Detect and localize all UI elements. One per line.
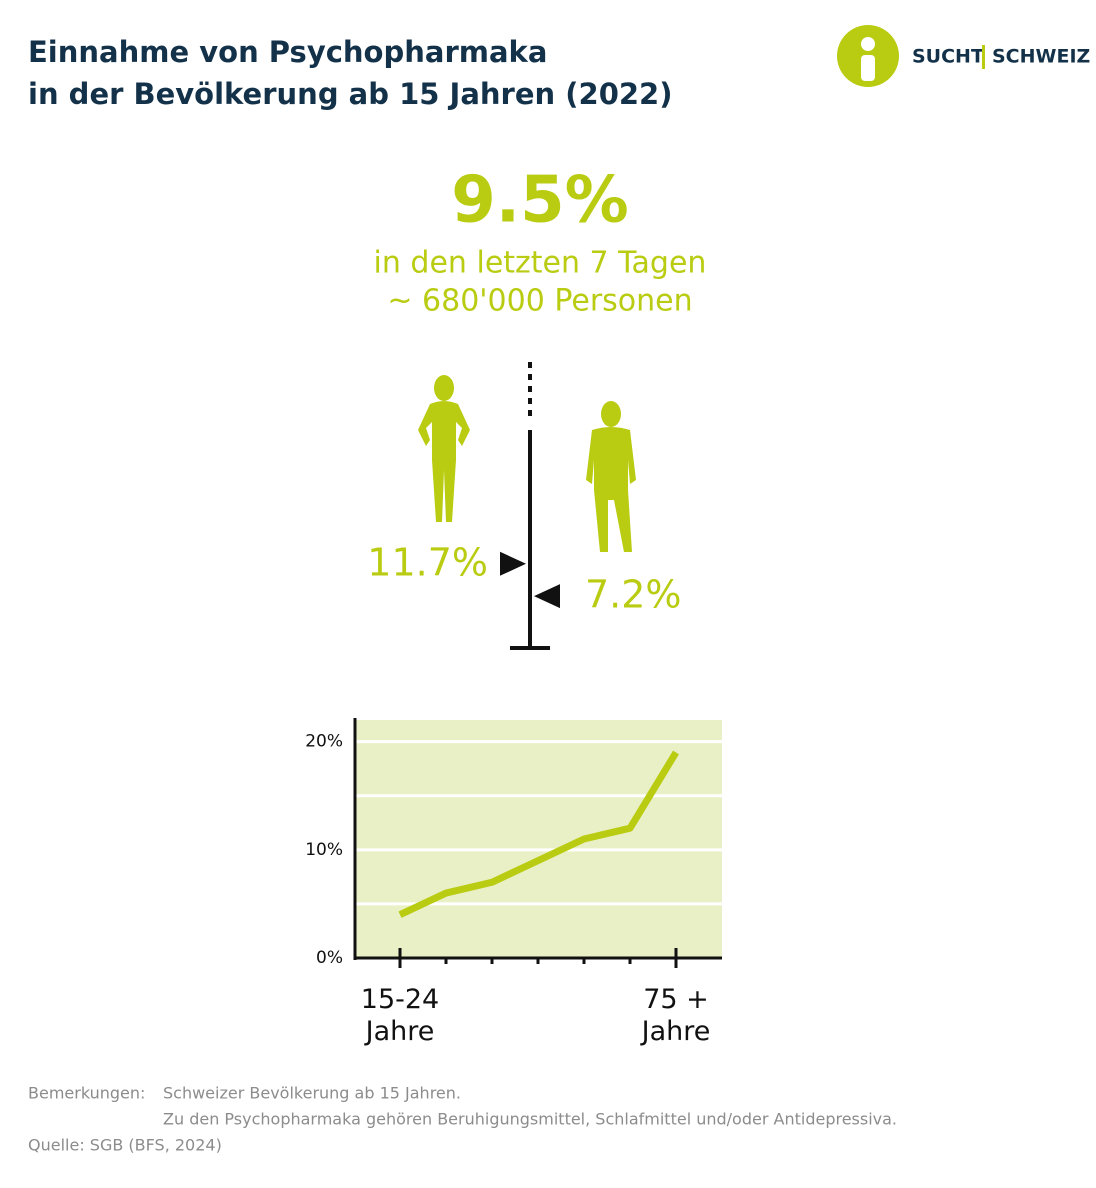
- note: Zu den Psychopharmaka gehören Beruhigung…: [163, 1110, 897, 1129]
- line: [398, 750, 679, 918]
- headline-value: 9.5%: [451, 164, 629, 238]
- title-line: Einnahme von Psychopharmaka: [28, 35, 547, 69]
- note: Schweizer Bevölkerung ab 15 Jahren.: [163, 1084, 461, 1103]
- y-tick-label: 10%: [305, 840, 343, 860]
- woman-silhouette: [418, 375, 470, 522]
- notes-label: Bemerkungen:: [28, 1084, 145, 1103]
- headline-line: in den letzten 7 Tagen: [374, 246, 707, 281]
- y-tick-label: 0%: [316, 948, 343, 968]
- logo: SUCHT SCHWEIZ: [837, 25, 1090, 87]
- source: Quelle: SGB (BFS, 2024): [28, 1136, 222, 1155]
- title-line: in der Bevölkerung ab 15 Jahren (2022): [28, 77, 673, 111]
- marker: [500, 551, 526, 576]
- man-silhouette: [586, 401, 636, 552]
- marker: [534, 584, 560, 609]
- x-tick-label: 75 + Jahre: [641, 984, 711, 1047]
- plot-area: [355, 720, 722, 958]
- logo-text: SUCHT: [912, 46, 984, 68]
- y-tick-label: 20%: [305, 732, 343, 752]
- x-tick-label: 15-24 Jahre: [360, 984, 440, 1047]
- gender-scale: [510, 362, 550, 650]
- value-label: 11.7%: [367, 540, 488, 584]
- headline-line: ~ 680'000 Personen: [387, 284, 692, 319]
- value-label: 7.2%: [585, 573, 682, 617]
- logo-text: SCHWEIZ: [992, 46, 1090, 68]
